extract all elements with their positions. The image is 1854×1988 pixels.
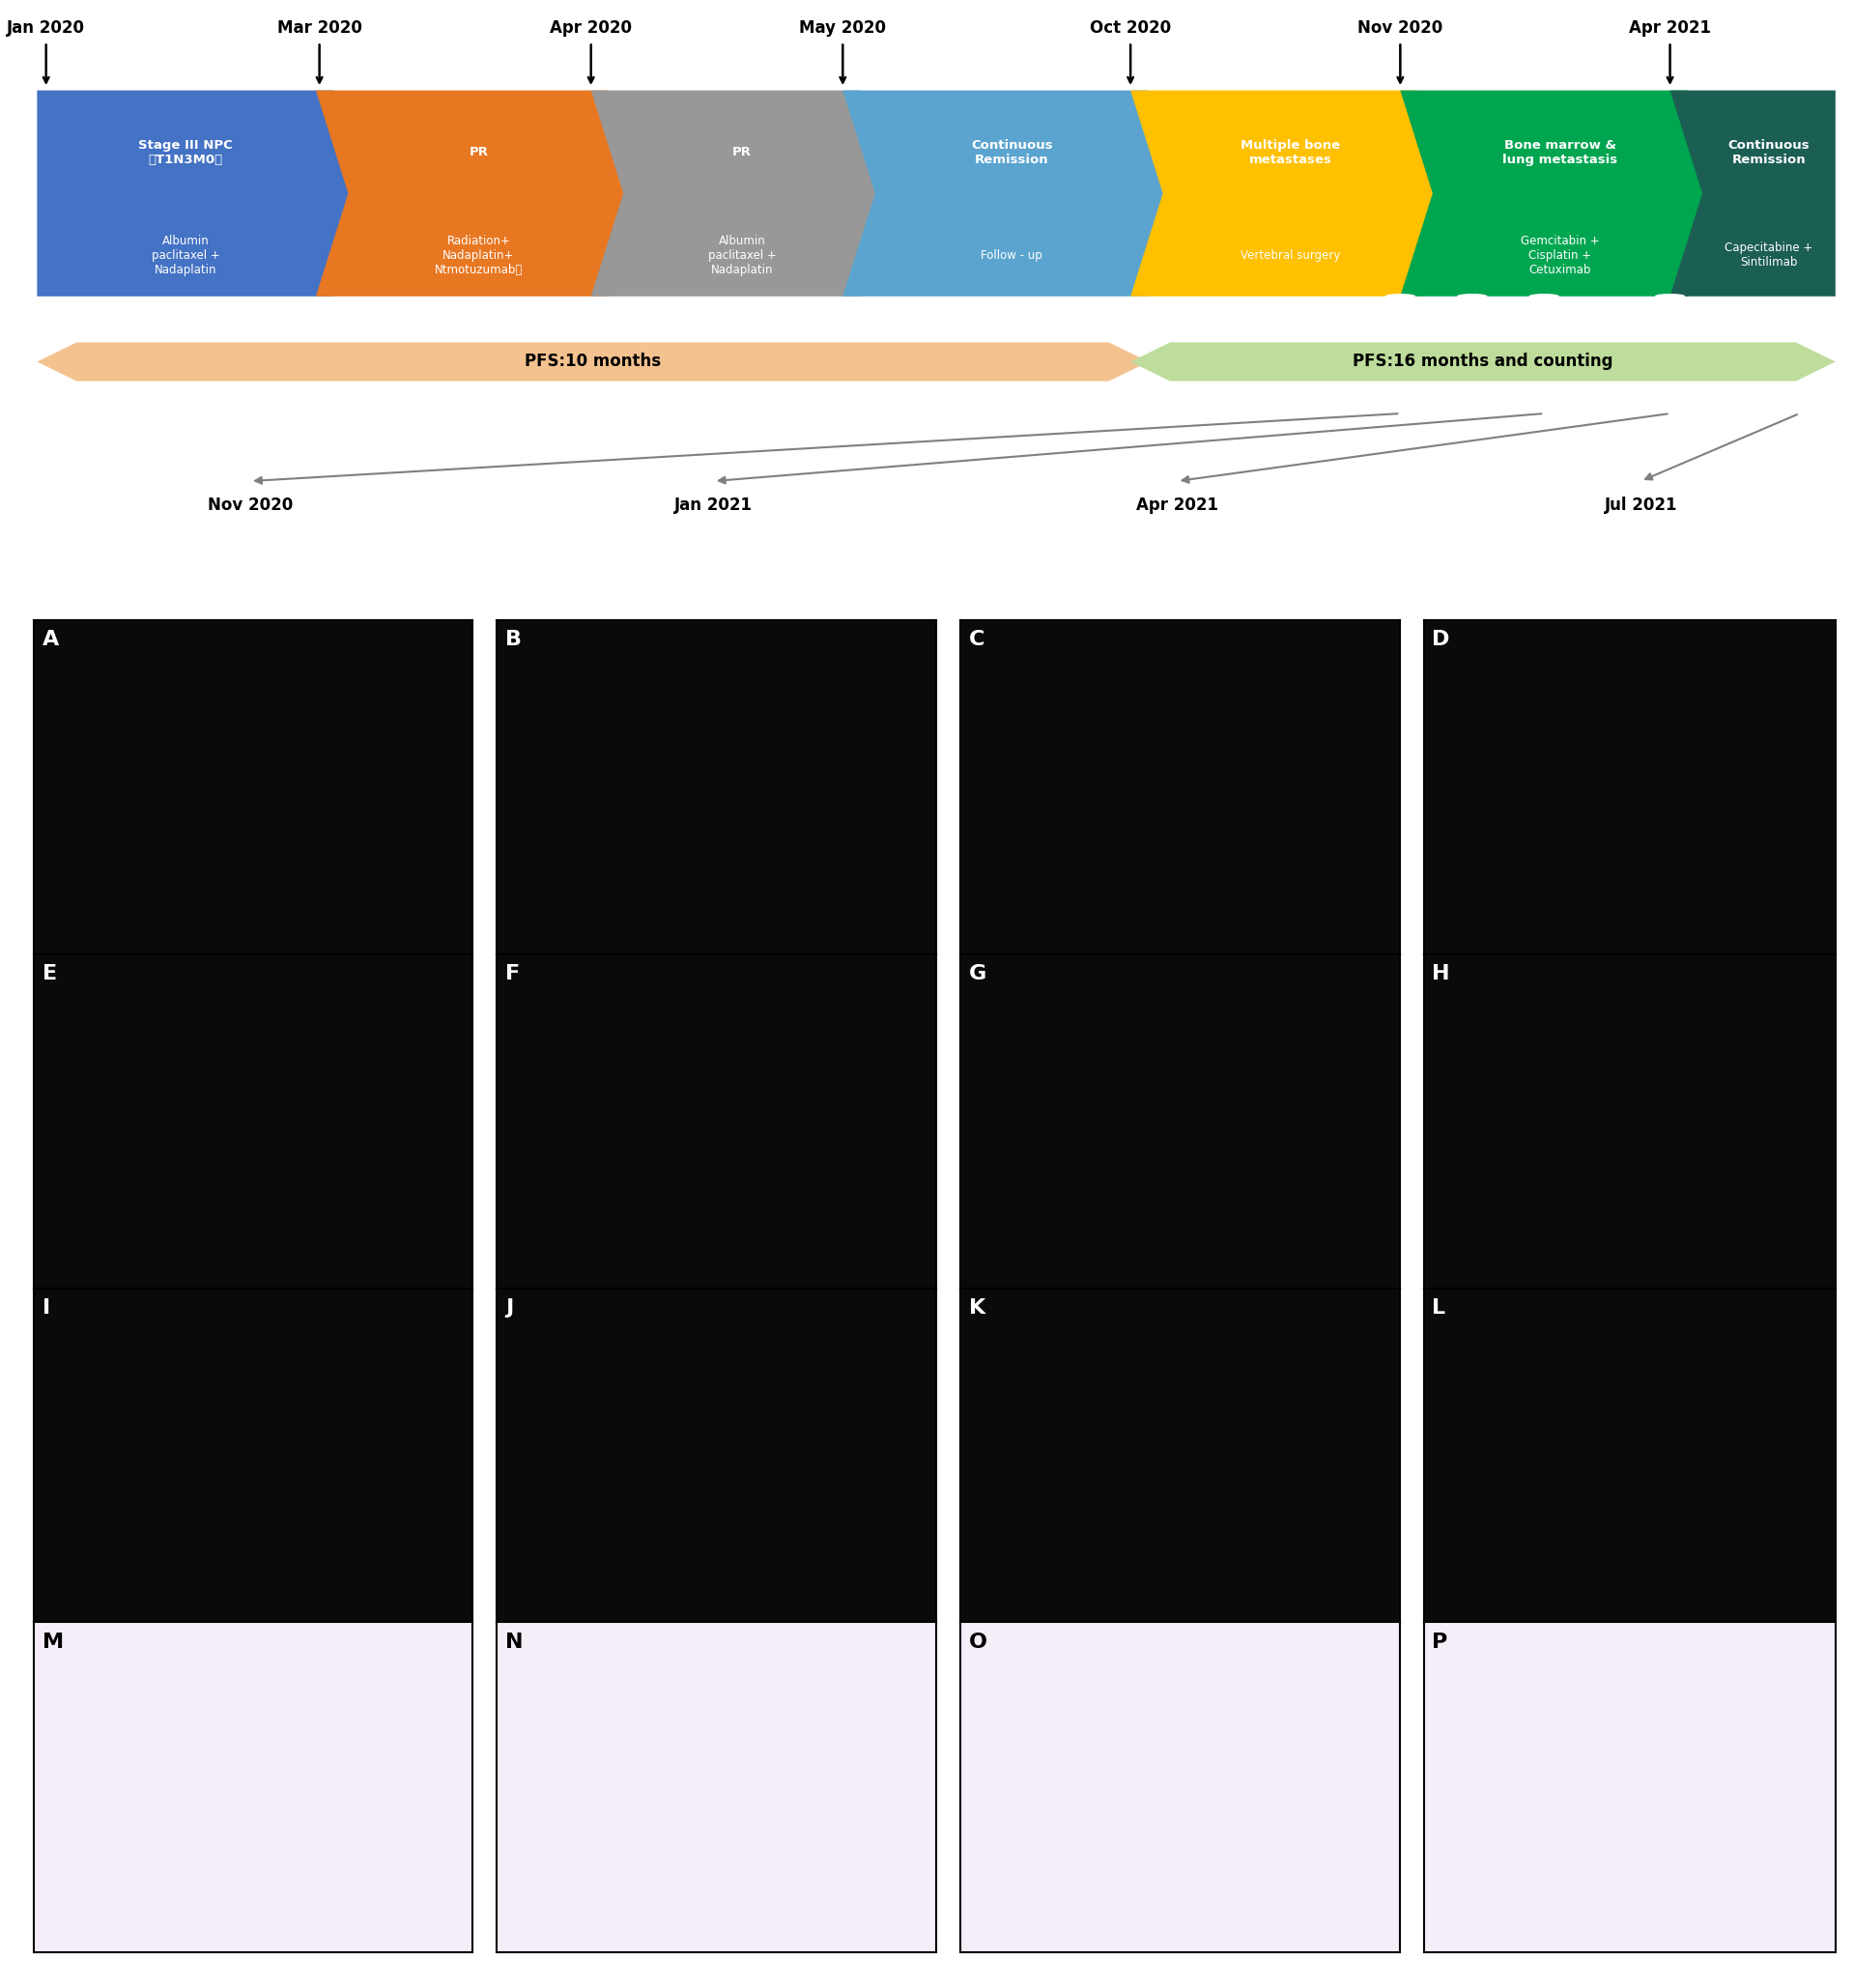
Text: Continuous
Remission: Continuous Remission bbox=[1728, 139, 1810, 165]
Text: M: M bbox=[43, 1632, 63, 1652]
Text: Jan 2020: Jan 2020 bbox=[7, 20, 85, 38]
Text: PFS:10 months: PFS:10 months bbox=[525, 354, 662, 370]
Text: Apr 2021: Apr 2021 bbox=[1630, 20, 1711, 38]
Text: Vertebral surgery: Vertebral surgery bbox=[1240, 248, 1340, 262]
Text: O: O bbox=[970, 1632, 988, 1652]
Text: May 2020: May 2020 bbox=[799, 20, 886, 38]
Polygon shape bbox=[37, 89, 367, 296]
Text: Capecitabine +
Sintilimab: Capecitabine + Sintilimab bbox=[1724, 243, 1813, 268]
Text: Albumin
paclitaxel +
Nadaplatin: Albumin paclitaxel + Nadaplatin bbox=[152, 235, 219, 276]
Text: D: D bbox=[1431, 630, 1450, 650]
Text: PR: PR bbox=[732, 145, 751, 159]
Text: Oct 2020: Oct 2020 bbox=[1090, 20, 1172, 38]
Text: L: L bbox=[1431, 1298, 1446, 1318]
Text: F: F bbox=[506, 964, 521, 984]
Text: Apr 2020: Apr 2020 bbox=[551, 20, 632, 38]
Circle shape bbox=[1385, 294, 1415, 298]
Text: Follow - up: Follow - up bbox=[981, 248, 1042, 262]
Text: H: H bbox=[1431, 964, 1450, 984]
Text: Jul 2021: Jul 2021 bbox=[1604, 497, 1678, 515]
Text: K: K bbox=[970, 1298, 986, 1318]
Text: E: E bbox=[43, 964, 57, 984]
Text: B: B bbox=[506, 630, 523, 650]
Polygon shape bbox=[1131, 342, 1835, 382]
Text: C: C bbox=[970, 630, 984, 650]
Polygon shape bbox=[1670, 89, 1835, 296]
Text: A: A bbox=[43, 630, 59, 650]
Text: PFS:16 months and counting: PFS:16 months and counting bbox=[1353, 354, 1613, 370]
Text: J: J bbox=[506, 1298, 514, 1318]
Text: Jan 2021: Jan 2021 bbox=[675, 497, 753, 515]
Circle shape bbox=[1530, 294, 1559, 298]
Text: I: I bbox=[43, 1298, 50, 1318]
Text: Nov 2020: Nov 2020 bbox=[1357, 20, 1442, 38]
Polygon shape bbox=[1131, 89, 1450, 296]
Text: Apr 2021: Apr 2021 bbox=[1137, 497, 1218, 515]
Polygon shape bbox=[37, 342, 1148, 382]
Text: P: P bbox=[1431, 1632, 1448, 1652]
Circle shape bbox=[1656, 294, 1685, 298]
Text: Gemcitabin +
Cisplatin +
Cetuximab: Gemcitabin + Cisplatin + Cetuximab bbox=[1520, 235, 1600, 276]
Text: G: G bbox=[970, 964, 986, 984]
Text: Bone marrow &
lung metastasis: Bone marrow & lung metastasis bbox=[1504, 139, 1619, 165]
Text: Multiple bone
metastases: Multiple bone metastases bbox=[1240, 139, 1340, 165]
Text: Continuous
Remission: Continuous Remission bbox=[971, 139, 1053, 165]
Text: Mar 2020: Mar 2020 bbox=[276, 20, 362, 38]
Text: Nov 2020: Nov 2020 bbox=[208, 497, 293, 515]
Text: PR: PR bbox=[469, 145, 488, 159]
Text: N: N bbox=[506, 1632, 523, 1652]
Text: Albumin
paclitaxel +
Nadaplatin: Albumin paclitaxel + Nadaplatin bbox=[708, 235, 777, 276]
Circle shape bbox=[1457, 294, 1487, 298]
Polygon shape bbox=[844, 89, 1181, 296]
Text: Stage III NPC
（T1N3M0）: Stage III NPC （T1N3M0） bbox=[139, 139, 232, 165]
Text: Radiation+
Nadaplatin+
Ntmotuzumab）: Radiation+ Nadaplatin+ Ntmotuzumab） bbox=[434, 235, 523, 276]
Polygon shape bbox=[315, 89, 641, 296]
Polygon shape bbox=[1400, 89, 1721, 296]
Polygon shape bbox=[591, 89, 894, 296]
